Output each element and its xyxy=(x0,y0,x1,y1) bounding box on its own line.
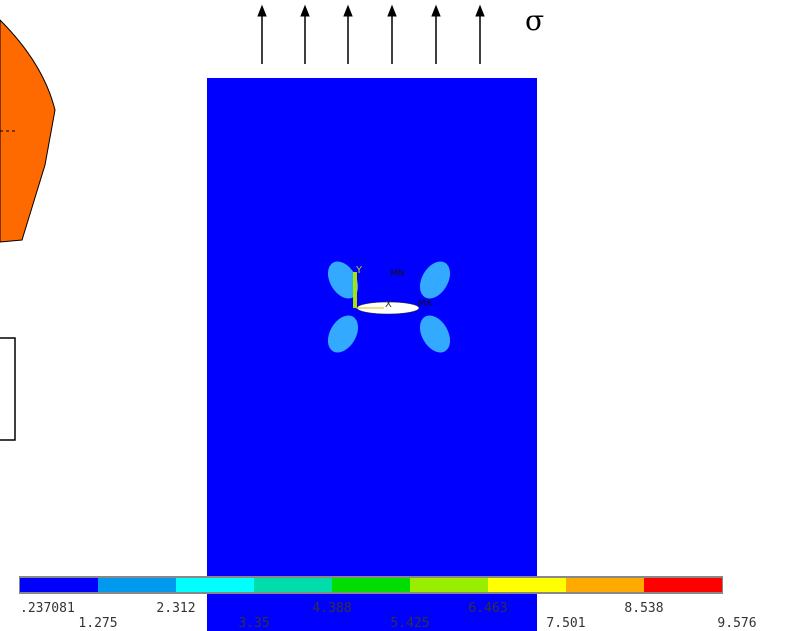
legend-swatch xyxy=(566,578,644,592)
legend-label: .237081 xyxy=(20,601,75,616)
max-marker: MX xyxy=(418,299,432,309)
arrow-head xyxy=(432,6,440,16)
legend-label: 2.312 xyxy=(156,601,195,616)
axis-label: X xyxy=(385,299,392,310)
stress-symbol: σ xyxy=(525,4,544,37)
legend-label: 1.275 xyxy=(78,616,117,631)
arrow-head xyxy=(388,6,396,16)
legend-swatch xyxy=(176,578,254,592)
arrow-head xyxy=(258,6,266,16)
legend-label: 9.576 xyxy=(717,616,756,631)
legend-swatch xyxy=(254,578,332,592)
legend-label: 6.463 xyxy=(468,601,507,616)
legend-label: 4.388 xyxy=(312,601,351,616)
legend-swatch xyxy=(410,578,488,592)
axis-label: Y xyxy=(355,265,363,276)
plate xyxy=(207,78,537,631)
legend-swatch xyxy=(488,578,566,592)
load-arrows xyxy=(258,6,484,64)
legend-label: 8.538 xyxy=(624,601,663,616)
arrow-head xyxy=(344,6,352,16)
legend-label: 3.35 xyxy=(238,616,269,631)
arrow-head xyxy=(301,6,309,16)
bracket xyxy=(0,338,15,440)
screen: Y X MN MX σ .2370811.275 2.312 3.35 4.388 5.… xyxy=(0,0,785,631)
legend-label: 7.501 xyxy=(546,616,585,631)
min-marker: MN xyxy=(390,269,405,279)
legend-swatch xyxy=(644,578,722,592)
arrow-head xyxy=(476,6,484,16)
legend-label: 5.425 xyxy=(390,616,429,631)
legend-swatch xyxy=(20,578,98,592)
legend-swatch xyxy=(98,578,176,592)
legend-swatch xyxy=(332,578,410,592)
